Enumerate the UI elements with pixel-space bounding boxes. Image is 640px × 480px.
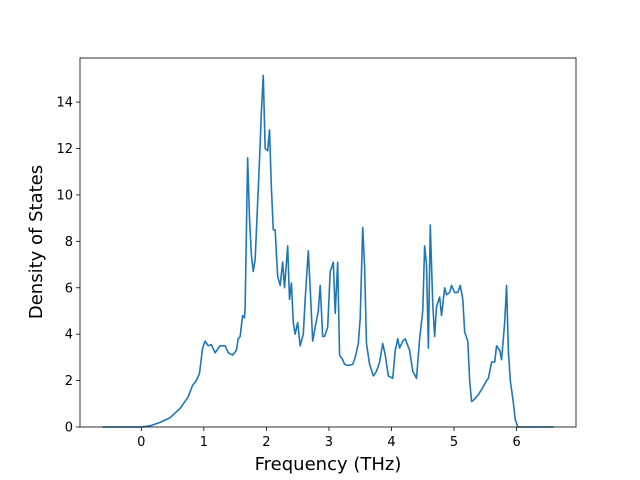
x-tick-label: 6 xyxy=(512,435,520,450)
y-tick-label: 2 xyxy=(65,374,73,389)
y-axis-label: Density of States xyxy=(26,165,47,319)
x-tick-label: 5 xyxy=(450,435,458,450)
x-tick-label: 3 xyxy=(325,435,333,450)
x-tick-label: 2 xyxy=(262,435,270,450)
y-tick-label: 4 xyxy=(65,328,73,343)
y-tick-label: 10 xyxy=(56,188,73,203)
y-tick-label: 14 xyxy=(56,96,73,111)
x-tick-label: 0 xyxy=(137,435,145,450)
y-tick-label: 0 xyxy=(65,421,73,436)
y-tick-label: 6 xyxy=(65,281,73,296)
line xyxy=(102,74,554,428)
x-tick-label: 4 xyxy=(387,435,395,450)
x-tick-label: 1 xyxy=(200,435,208,450)
plot-frame xyxy=(79,57,577,428)
y-tick-label: 8 xyxy=(65,235,73,250)
y-tick-label: 12 xyxy=(56,142,73,157)
x-axis-label: Frequency (THz) xyxy=(255,454,402,475)
